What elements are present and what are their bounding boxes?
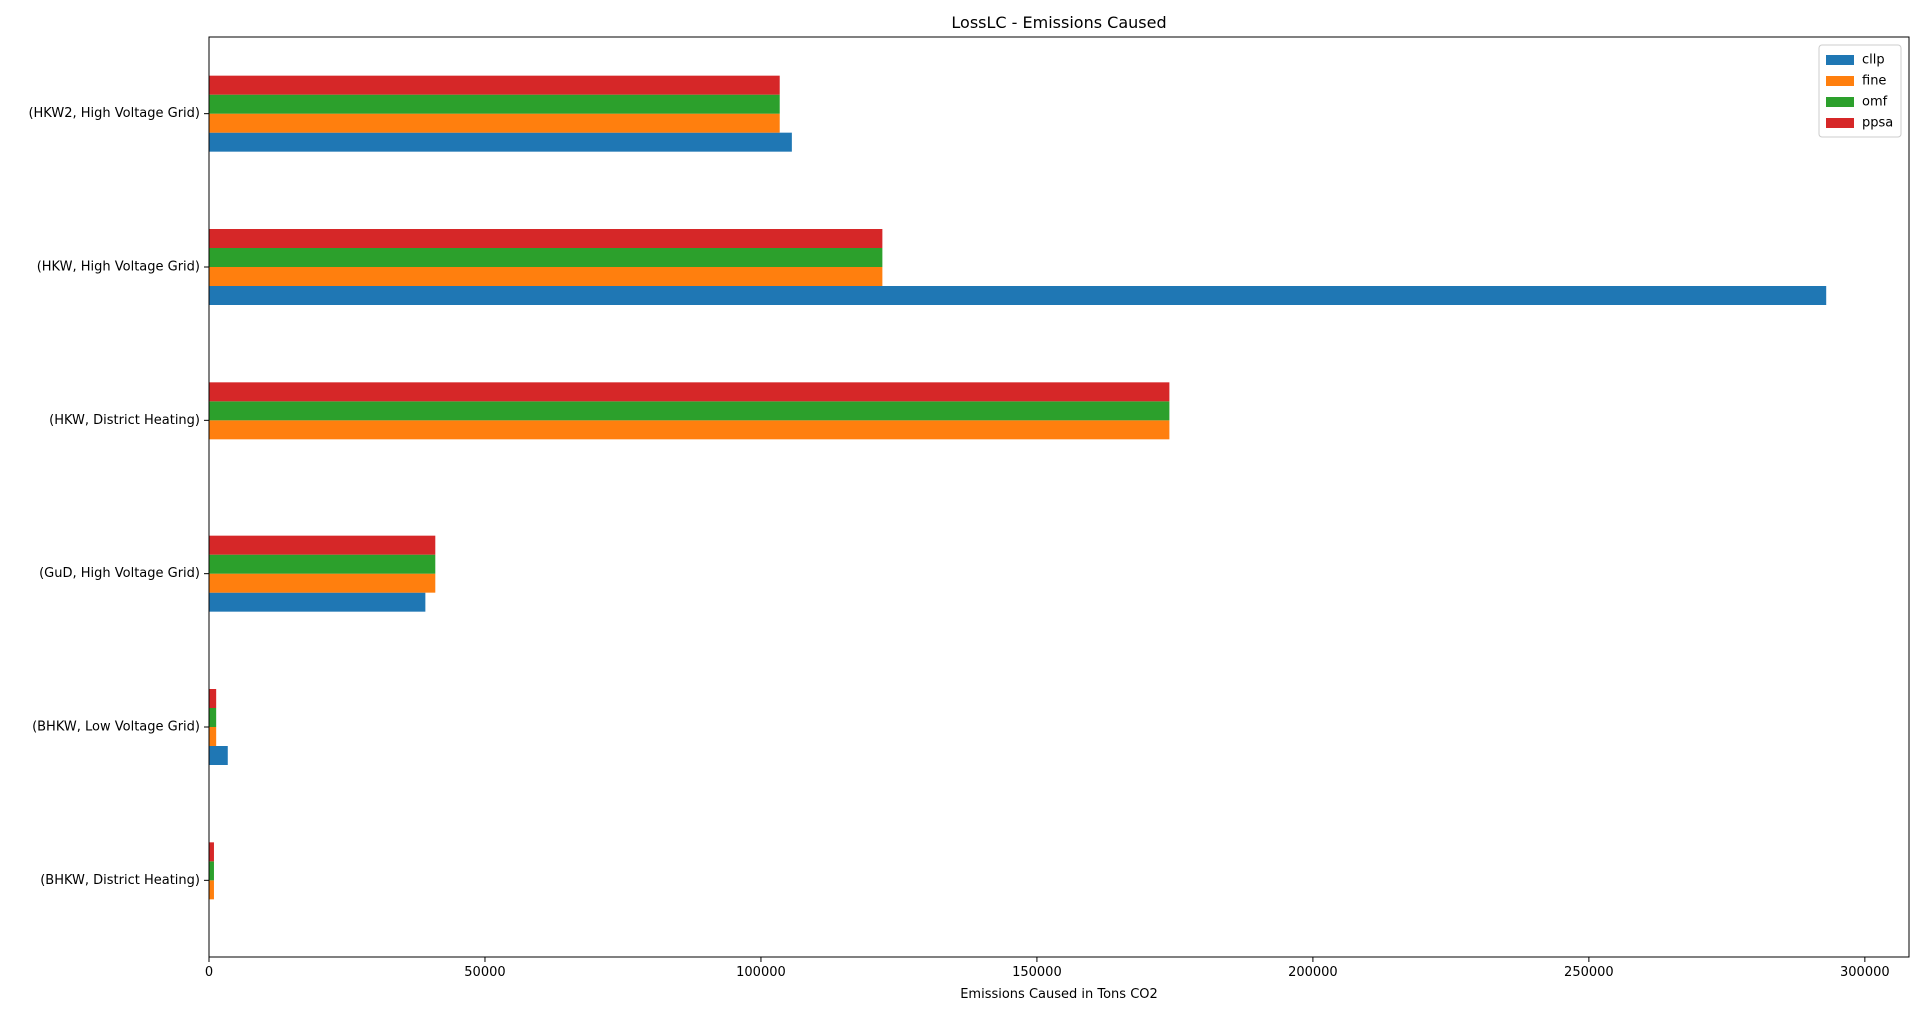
y-tick-label: (HKW, District Heating) xyxy=(49,413,200,428)
x-tick-label: 250000 xyxy=(1564,965,1614,980)
legend-label-fine: fine xyxy=(1862,74,1886,89)
x-tick-label: 300000 xyxy=(1840,965,1890,980)
x-tick-label: 50000 xyxy=(464,965,505,980)
bars-layer xyxy=(209,75,1827,900)
x-tick-label: 200000 xyxy=(1288,965,1338,980)
legend-frame xyxy=(1818,44,1902,138)
chart-title: LossLC - Emissions Caused xyxy=(951,13,1166,32)
y-tick-label: (HKW2, High Voltage Grid) xyxy=(28,106,200,121)
legend-swatch-omf xyxy=(1826,97,1854,107)
x-axis: 0 50000 100000 150000 200000 250000 300000 xyxy=(205,957,1890,980)
legend: cllp fine omf ppsa xyxy=(1818,44,1902,138)
bar-cllp-5 xyxy=(209,132,792,152)
legend-label-cllp: cllp xyxy=(1862,53,1885,68)
y-tick-label: (GuD, High Voltage Grid) xyxy=(39,566,200,581)
legend-label-ppsa: ppsa xyxy=(1862,116,1893,131)
bar-omf-0 xyxy=(209,861,214,881)
bar-cllp-4 xyxy=(209,286,1827,305)
bar-omf-2 xyxy=(209,554,436,574)
bar-omf-3 xyxy=(209,401,1170,421)
legend-swatch-ppsa xyxy=(1826,118,1854,128)
y-tick-label: (HKW, High Voltage Grid) xyxy=(37,260,200,275)
x-tick-label: 150000 xyxy=(1012,965,1062,980)
bar-ppsa-2 xyxy=(209,535,436,555)
bar-cllp-1 xyxy=(209,746,228,765)
legend-swatch-fine xyxy=(1826,76,1854,86)
bar-omf-4 xyxy=(209,248,883,267)
y-tick-label: (BHKW, District Heating) xyxy=(40,873,200,888)
bar-omf-5 xyxy=(209,94,780,114)
x-tick-label: 100000 xyxy=(736,965,786,980)
plot-area-frame xyxy=(208,36,1910,958)
bar-ppsa-1 xyxy=(209,689,217,708)
bar-ppsa-3 xyxy=(209,382,1170,402)
bar-fine-5 xyxy=(209,113,780,133)
bar-fine-2 xyxy=(209,573,436,593)
bar-fine-0 xyxy=(209,880,214,900)
bar-cllp-2 xyxy=(209,592,426,612)
bar-ppsa-5 xyxy=(209,75,780,95)
bar-ppsa-4 xyxy=(209,229,883,248)
bar-ppsa-0 xyxy=(209,842,214,862)
y-axis: (BHKW, District Heating) (BHKW, Low Volta… xyxy=(28,106,209,888)
x-axis-label: Emissions Caused in Tons CO2 xyxy=(960,987,1158,1002)
legend-swatch-cllp xyxy=(1826,55,1854,65)
y-tick-label: (BHKW, Low Voltage Grid) xyxy=(32,720,200,735)
bar-fine-4 xyxy=(209,267,883,286)
bar-fine-3 xyxy=(209,420,1170,440)
bar-fine-1 xyxy=(209,727,217,746)
x-tick-label: 0 xyxy=(205,965,213,980)
legend-label-omf: omf xyxy=(1862,95,1888,110)
bar-omf-1 xyxy=(209,708,217,727)
